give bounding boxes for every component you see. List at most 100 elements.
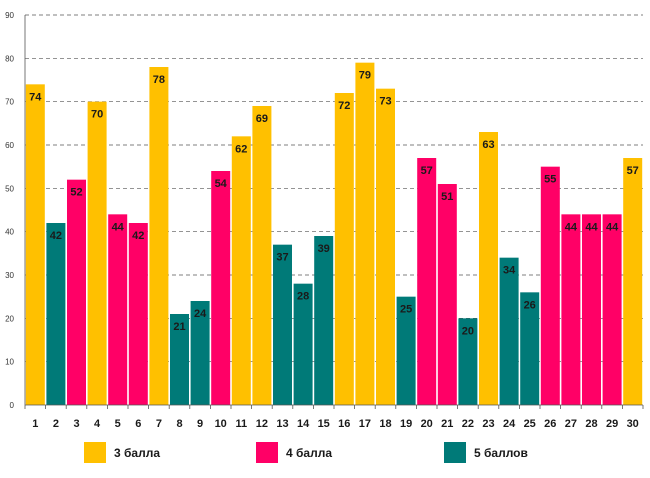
data-label-26: 55 bbox=[544, 174, 556, 186]
x-tick-label-22: 22 bbox=[462, 418, 474, 430]
x-tick-label-3: 3 bbox=[73, 418, 79, 430]
x-tick-label-20: 20 bbox=[421, 418, 433, 430]
legend-swatch-3-balla bbox=[84, 442, 106, 463]
y-tick-label-70: 70 bbox=[5, 98, 14, 107]
data-label-29: 44 bbox=[606, 221, 619, 233]
x-tick-label-8: 8 bbox=[176, 418, 182, 430]
x-tick-label-26: 26 bbox=[544, 418, 556, 430]
legend-swatch-5-ballov bbox=[444, 442, 466, 463]
x-tick-label-27: 27 bbox=[565, 418, 577, 430]
bar-21 bbox=[437, 184, 457, 405]
bar-22 bbox=[458, 318, 478, 405]
data-labels: 74 42 52 70 44 42 78 21 24 54 62 69 37 28 39 72 79 73 25 57… bbox=[29, 70, 639, 338]
y-tick-label-90: 90 bbox=[5, 11, 14, 20]
data-label-4: 70 bbox=[91, 109, 103, 121]
x-tick-label-14: 14 bbox=[297, 418, 310, 430]
x-tick-label-13: 13 bbox=[276, 418, 288, 430]
bar-29 bbox=[602, 214, 622, 405]
bar-4 bbox=[87, 101, 107, 406]
data-label-13: 37 bbox=[276, 252, 288, 264]
bar-25 bbox=[520, 292, 540, 405]
data-label-8: 21 bbox=[173, 321, 185, 333]
data-label-1: 74 bbox=[29, 91, 42, 103]
bar-2 bbox=[46, 223, 66, 405]
legend-label-5-ballov: 5 баллов bbox=[474, 445, 528, 460]
bar-13 bbox=[273, 244, 292, 405]
y-tick-labels: 0 10 20 30 40 50 60 70 80 90 bbox=[5, 11, 14, 410]
bar-23 bbox=[479, 132, 498, 405]
bar-26 bbox=[540, 166, 560, 405]
bar-7 bbox=[149, 67, 169, 405]
data-label-20: 57 bbox=[421, 165, 433, 177]
y-tick-label-10: 10 bbox=[5, 358, 14, 367]
legend-item-3-balla: 3 балла bbox=[84, 442, 160, 463]
bar-24 bbox=[499, 257, 519, 405]
x-tick-label-2: 2 bbox=[53, 418, 59, 430]
axes bbox=[24, 15, 644, 409]
bar-19 bbox=[396, 296, 416, 405]
x-tick-label-15: 15 bbox=[318, 418, 330, 430]
bar-10 bbox=[211, 171, 231, 405]
bar-1 bbox=[25, 84, 45, 405]
x-tick-label-29: 29 bbox=[606, 418, 618, 430]
legend-label-4-balla: 4 балла bbox=[286, 445, 333, 460]
y-tick-label-40: 40 bbox=[5, 228, 14, 237]
x-tick-label-23: 23 bbox=[482, 418, 494, 430]
data-label-22: 20 bbox=[462, 325, 474, 337]
data-label-23: 63 bbox=[482, 139, 494, 151]
x-tick-label-4: 4 bbox=[94, 418, 101, 430]
data-label-18: 73 bbox=[379, 96, 391, 108]
x-tick-label-11: 11 bbox=[235, 418, 247, 430]
bar-12 bbox=[252, 106, 272, 405]
data-label-2: 42 bbox=[50, 230, 62, 242]
y-tick-label-50: 50 bbox=[5, 184, 14, 193]
x-tick-label-18: 18 bbox=[379, 418, 391, 430]
x-tick-label-12: 12 bbox=[256, 418, 268, 430]
x-tick-labels: 1 2 3 4 5 6 7 8 9 10 11 12 13 14 15 16 17 18 19 20 21 22 23 24 2… bbox=[32, 418, 639, 430]
x-tick-label-24: 24 bbox=[503, 418, 516, 430]
bar-16 bbox=[334, 93, 354, 405]
bar-3 bbox=[67, 179, 86, 405]
y-tick-label-30: 30 bbox=[5, 271, 14, 280]
legend-item-5-ballov: 5 баллов bbox=[444, 442, 528, 463]
data-label-10: 54 bbox=[215, 178, 228, 190]
bar-11 bbox=[231, 136, 251, 406]
bar-27 bbox=[561, 214, 581, 405]
y-tick-label-80: 80 bbox=[5, 54, 14, 63]
x-tick-label-28: 28 bbox=[585, 418, 597, 430]
data-label-5: 44 bbox=[112, 221, 125, 233]
x-tick-label-7: 7 bbox=[156, 418, 162, 430]
data-label-12: 69 bbox=[256, 113, 268, 125]
bar-17 bbox=[355, 62, 375, 406]
y-tick-label-0: 0 bbox=[10, 401, 15, 410]
data-label-3: 52 bbox=[70, 187, 82, 199]
bar-18 bbox=[376, 88, 395, 406]
data-label-7: 78 bbox=[153, 74, 165, 86]
bars bbox=[25, 62, 643, 406]
bar-8 bbox=[170, 314, 189, 405]
data-label-25: 26 bbox=[524, 299, 536, 311]
x-tick-label-1: 1 bbox=[32, 418, 38, 430]
legend-item-4-balla: 4 балла bbox=[256, 442, 332, 463]
data-label-17: 79 bbox=[359, 70, 371, 82]
x-tick-label-17: 17 bbox=[359, 418, 371, 430]
bar-28 bbox=[582, 214, 601, 405]
legend-swatch-4-balla bbox=[256, 442, 278, 463]
bar-15 bbox=[314, 236, 334, 405]
x-tick-label-25: 25 bbox=[524, 418, 536, 430]
x-tick-label-21: 21 bbox=[441, 418, 453, 430]
data-label-16: 72 bbox=[338, 100, 350, 112]
bar-20 bbox=[417, 158, 437, 405]
gridlines bbox=[25, 14, 643, 363]
data-label-27: 44 bbox=[565, 221, 578, 233]
bar-6 bbox=[128, 223, 148, 405]
x-tick-label-9: 9 bbox=[197, 418, 203, 430]
x-tick-label-10: 10 bbox=[215, 418, 227, 430]
y-tick-label-60: 60 bbox=[5, 141, 14, 150]
x-tick-label-16: 16 bbox=[338, 418, 350, 430]
x-tick-label-30: 30 bbox=[627, 418, 639, 430]
data-label-24: 34 bbox=[503, 265, 516, 277]
x-tick-label-19: 19 bbox=[400, 418, 412, 430]
bar-14 bbox=[293, 283, 313, 405]
